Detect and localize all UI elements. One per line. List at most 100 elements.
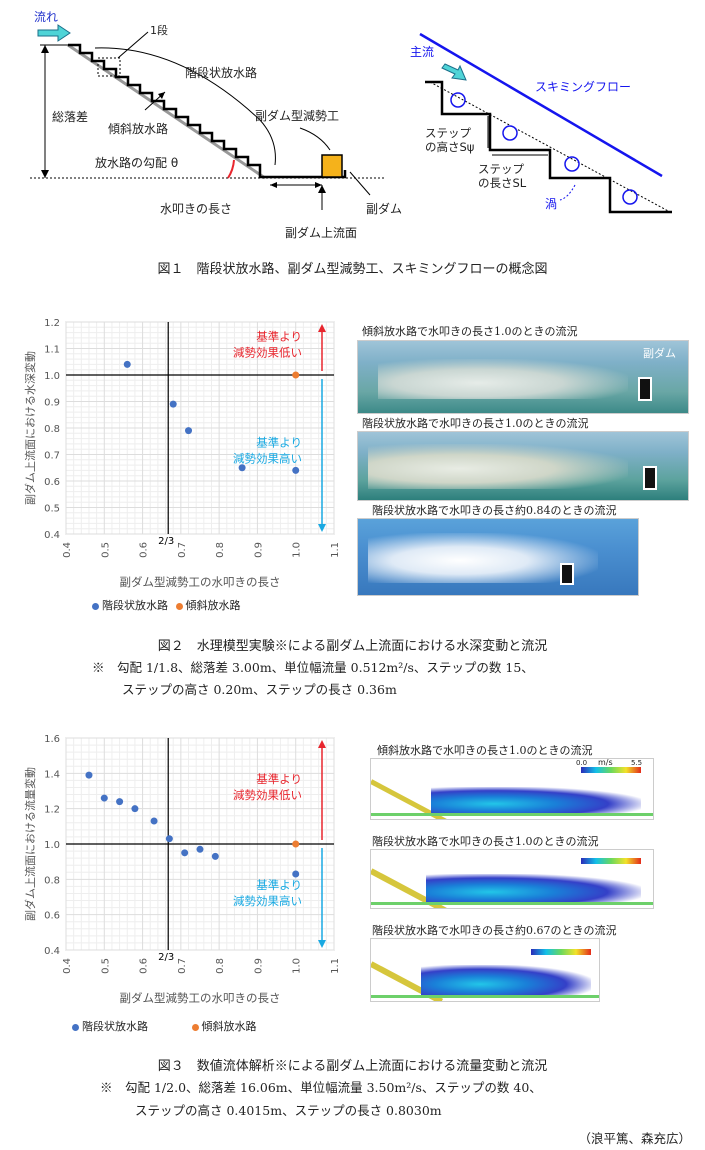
data-point: [196, 845, 204, 853]
y-tick-label: 0.6: [44, 477, 60, 488]
photo-title: 階段状放水路で水叩きの長さ1.0のときの流況: [362, 417, 589, 430]
fig1-label-apron: 水叩きの長さ: [160, 202, 233, 216]
annotation-low: 基準より: [256, 878, 302, 892]
annotation-high: 減勢効果低い: [233, 788, 302, 802]
annotation-high: 基準より: [256, 772, 302, 786]
colorbar-max: 5.5: [631, 759, 643, 767]
photo-stepped-0.84: [357, 518, 639, 596]
fig1-label-inclined: 傾斜放水路: [108, 122, 169, 136]
vortex-icon: [502, 125, 518, 141]
stepped-profile: [68, 43, 347, 179]
data-point: [292, 466, 300, 474]
flow-arrow-icon: [37, 24, 71, 42]
data-point: [150, 817, 158, 825]
arrow-down-head-icon: [318, 524, 326, 532]
x-tick-label: 1.0: [292, 958, 303, 974]
x-tick-label: 0.7: [177, 958, 188, 974]
fig2-caption: 図２ 水理模型実験※による副ダム上流面における水深変動と流況: [157, 639, 548, 654]
sim-stepped-0.67: [370, 938, 600, 1002]
fig1-label-total-drop: 総落差: [52, 110, 89, 124]
sim-title: 階段状放水路で水叩きの長さ1.0のときの流況: [372, 835, 599, 848]
x-tick-label: 0.8: [215, 542, 226, 558]
y-tick-label: 1.6: [44, 734, 60, 745]
y-tick-label: 1.2: [44, 318, 60, 329]
data-point: [100, 794, 108, 802]
y-tick-label: 1.4: [44, 769, 60, 780]
y-tick-label: 1.1: [44, 345, 60, 356]
sim-inclined-1.0: 0.0 m/s 5.5: [370, 758, 654, 820]
fig2-legend: 階段状放水路 傾斜放水路: [92, 597, 241, 613]
vortex-icon: [622, 189, 638, 205]
annotation-high: 減勢効果低い: [233, 346, 302, 360]
fig2-note-2: ステップの高さ 0.20m、ステップの長さ 0.36m: [122, 682, 397, 697]
legend-inclined-label: 傾斜放水路: [201, 1020, 257, 1033]
subdam-marker: [638, 377, 652, 401]
vortex-icon: [564, 156, 580, 172]
subdam-marker: [560, 563, 574, 585]
fig1-label-stepped: 階段状放水路: [185, 66, 258, 80]
x-axis-label: 副ダム型減勢工の水叩きの長さ: [120, 575, 281, 589]
steps-profile: [425, 80, 672, 214]
sim-title: 傾斜放水路で水叩きの長さ1.0のときの流況: [377, 744, 593, 757]
legend-stepped-marker: [92, 602, 99, 610]
photo-inclined-1.0: 副ダム: [357, 340, 689, 414]
annotation-high: 基準より: [256, 330, 302, 344]
y-tick-label: 0.5: [44, 504, 60, 515]
fig3-chart: 0.4 0.5 0.6 0.7 0.8 0.9 1.0 1.1 0.4 0.6 0.8 1.0 1.2 1…: [23, 734, 341, 1005]
y-tick-label: 0.8: [44, 875, 60, 886]
fig3-caption: 図３ 数値流体解析※による副ダム上流面における流量変動と流況: [157, 1059, 548, 1074]
annotation-low: 減勢効果高い: [233, 452, 302, 466]
fig1-label-step-height: ステップ の高さSψ: [425, 126, 475, 154]
data-point: [292, 840, 300, 848]
data-point: [165, 835, 173, 843]
sim-title: 階段状放水路で水叩きの長さ約0.67のときの流況: [372, 924, 617, 937]
data-point: [292, 870, 300, 878]
legend-inclined-marker: [191, 1023, 199, 1031]
x-tick-label: 0.6: [139, 542, 150, 558]
legend-stepped-label: 階段状放水路: [102, 599, 168, 612]
data-point: [292, 371, 300, 379]
x-tick-label: 0.9: [253, 958, 264, 974]
fig3-note-2: ステップの高さ 0.4015m、ステップの長さ 0.8030m: [135, 1103, 442, 1118]
x-tick-label: 0.8: [215, 958, 226, 974]
arrow-up-head-icon: [318, 740, 326, 748]
authors: （浪平篤、森充広）: [578, 1131, 691, 1146]
x-tick-label: 0.4: [62, 958, 73, 974]
vortex-icon: [450, 92, 466, 108]
x-tick-label: 0.7: [177, 542, 188, 558]
annotation-low: 基準より: [256, 436, 302, 450]
colorbar-unit: m/s: [598, 758, 613, 767]
fig1-label-upstream-face: 副ダム上流面: [285, 226, 358, 240]
fig1-label-main-flow: 主流: [410, 45, 435, 59]
x-tick-label: 0.4: [62, 542, 73, 558]
legend-inclined-label: 傾斜放水路: [185, 599, 241, 612]
data-point: [85, 771, 93, 779]
data-point: [116, 798, 124, 806]
y-tick-label: 0.9: [44, 398, 60, 409]
sim-stepped-1.0: [370, 849, 654, 909]
x-tick-label: 0.6: [139, 958, 150, 974]
arrow-down-head-icon: [318, 940, 326, 948]
subdam-block: [321, 154, 343, 178]
fig1-label-step-length: ステップ の長さSL: [478, 162, 527, 190]
photo-title: 傾斜放水路で水叩きの長さ1.0のときの流況: [362, 325, 578, 338]
x-tick-label: 1.1: [330, 958, 341, 974]
data-point: [238, 464, 246, 472]
legend-inclined-marker: [175, 602, 183, 610]
fig1-caption: 図１ 階段状放水路、副ダム型減勢工、スキミングフローの概念図: [157, 262, 548, 277]
x-tick-label: 1.1: [330, 542, 341, 558]
fig2-note-1: ※ 勾配 1/1.8、総落差 3.00m、単位幅流量 0.512m²/s、ステッ…: [92, 660, 534, 675]
fig3-legend: 階段状放水路 傾斜放水路: [72, 1018, 257, 1034]
fig1-label-flow: 流れ: [34, 10, 59, 24]
y-tick-label: 0.7: [44, 451, 60, 462]
annotation-low: 減勢効果高い: [233, 894, 302, 908]
figure-1: 流れ 1段 階段状放水路 総落差 傾斜放水路 放水路の勾配 θ 副ダム型減勢工 …: [0, 0, 705, 277]
x-axis-label: 副ダム型減勢工の水叩きの長さ: [120, 991, 281, 1005]
fig1-schematic-left: [30, 24, 385, 210]
y-tick-label: 0.4: [44, 946, 60, 957]
data-point: [181, 849, 189, 857]
y-tick-label: 0.8: [44, 424, 60, 435]
x-tick-label: 0.5: [100, 542, 111, 558]
fig2-chart: 0.4 0.5 0.6 0.7 0.8 0.9 1.0 1.1 0.4 0.5 0.6 0.7 0.8 0…: [23, 318, 341, 589]
photo-stepped-1.0: [357, 431, 689, 501]
